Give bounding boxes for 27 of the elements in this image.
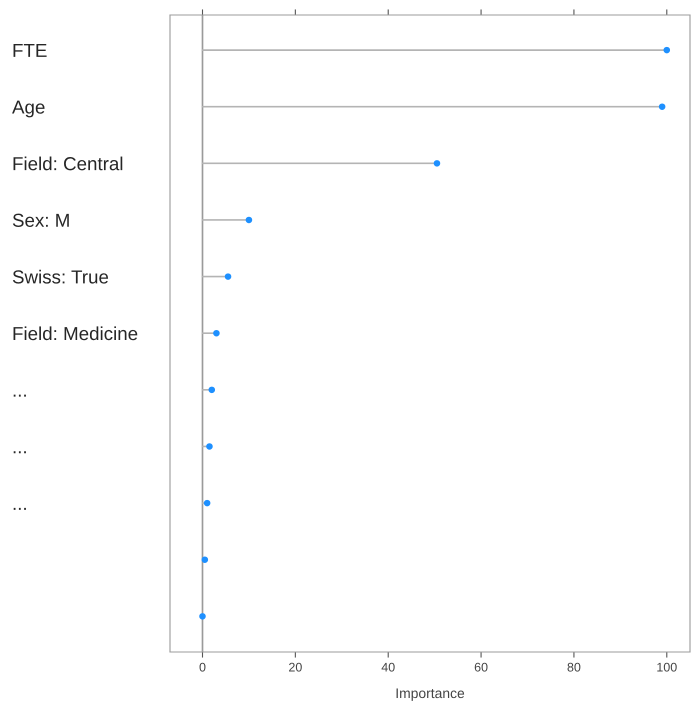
point bbox=[199, 613, 206, 620]
point bbox=[246, 216, 252, 224]
point bbox=[202, 556, 208, 563]
x-axis-title: Importance bbox=[396, 688, 464, 701]
y-tick-label: Field: Medicine bbox=[14, 326, 138, 340]
x-tick-label: 20 bbox=[289, 662, 302, 672]
y-tick-label: Sex: M bbox=[12, 214, 69, 227]
x-tick-label: 60 bbox=[474, 662, 488, 672]
y-tick-label: Age bbox=[12, 100, 45, 118]
point bbox=[434, 160, 440, 167]
point bbox=[664, 46, 670, 54]
point bbox=[208, 386, 216, 394]
x-tick-label: 0 bbox=[200, 662, 206, 672]
point bbox=[213, 330, 220, 336]
y-tick-label: ... bbox=[14, 394, 26, 397]
x-tick-label: 80 bbox=[568, 662, 580, 672]
y-tick-label: ... bbox=[14, 508, 26, 510]
point bbox=[206, 443, 213, 450]
point bbox=[204, 500, 210, 506]
point bbox=[224, 273, 232, 280]
y-tick-label: FTE bbox=[14, 44, 47, 57]
x-tick-label: 100 bbox=[657, 662, 677, 672]
point bbox=[658, 103, 666, 110]
y-tick-label: Field: Central bbox=[14, 156, 122, 170]
y-tick-label: Swiss: True bbox=[12, 270, 108, 284]
y-tick-label: ... bbox=[14, 451, 26, 454]
x-tick-label: 40 bbox=[382, 662, 395, 672]
